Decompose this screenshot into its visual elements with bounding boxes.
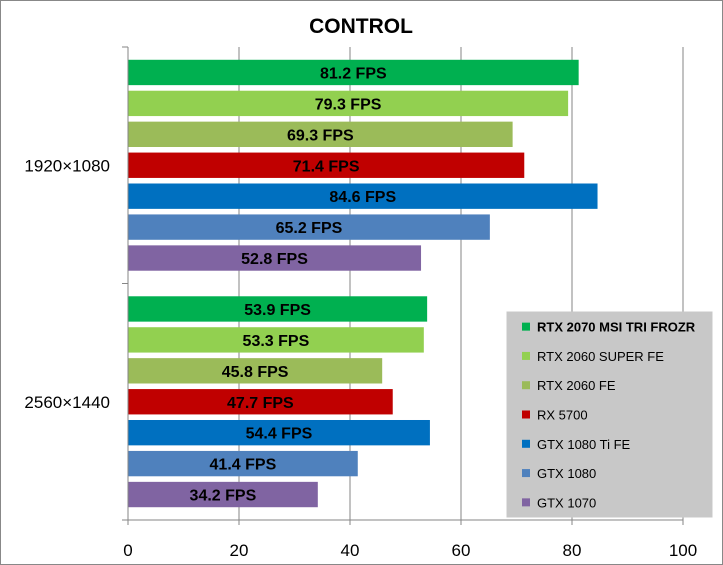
legend-swatch — [522, 381, 530, 390]
data-label: 41.4 FPS — [210, 457, 277, 474]
bar — [128, 183, 598, 209]
legend-label: RTX 2070 MSI TRI FROZR — [537, 320, 696, 335]
data-label: 71.4 FPS — [293, 158, 360, 175]
bar — [128, 121, 513, 148]
legend-swatch — [522, 469, 530, 478]
x-tick-label: 20 — [230, 541, 249, 560]
legend-swatch — [522, 351, 530, 360]
axes: 0 20 40 60 80 100 1920×1080 2560×1440 — [24, 46, 697, 560]
bar — [128, 481, 318, 508]
bars: 81.2 FPS 79.3 FPS 69.3 FPS 71.4 FPS 84.6 FPS… — [128, 59, 598, 508]
data-label: 47.7 FPS — [227, 395, 294, 412]
bar — [128, 296, 428, 322]
data-label: 84.6 FPS — [329, 189, 396, 206]
data-label: 53.3 FPS — [243, 333, 310, 350]
bar — [128, 389, 393, 415]
bar — [128, 90, 569, 117]
chart-title: CONTROL — [309, 15, 413, 38]
bar — [128, 419, 430, 446]
legend-label: RTX 2060 SUPER FE — [537, 349, 664, 364]
x-tick-label: 0 — [123, 541, 132, 560]
y-category-label: 1920×1080 — [24, 156, 110, 175]
legend-label: RTX 2060 FE — [537, 378, 616, 393]
legend-label: RX 5700 — [537, 408, 588, 423]
data-label: 79.3 FPS — [315, 96, 382, 113]
data-label: 69.3 FPS — [287, 127, 354, 144]
legend-swatch — [522, 322, 530, 331]
bar — [128, 152, 525, 178]
legend-swatch — [522, 498, 530, 507]
bar — [128, 245, 422, 271]
legend-swatch — [522, 410, 530, 419]
x-tick-label: 40 — [341, 541, 360, 560]
x-tick-label: 80 — [563, 541, 582, 560]
data-label: 52.8 FPS — [241, 251, 308, 268]
y-category-label: 2560×1440 — [24, 393, 110, 412]
data-label: 53.9 FPS — [244, 302, 311, 319]
legend-swatch — [522, 439, 530, 448]
bar — [128, 327, 424, 353]
bar — [128, 214, 490, 240]
legend-label: GTX 1080 Ti FE — [537, 437, 631, 452]
data-label: 65.2 FPS — [276, 220, 343, 237]
data-label: 34.2 FPS — [190, 488, 257, 505]
data-label: 45.8 FPS — [222, 364, 289, 381]
legend-label: GTX 1080 — [537, 466, 596, 481]
x-tick-label: 60 — [452, 541, 471, 560]
bar — [128, 358, 383, 384]
data-label: 81.2 FPS — [320, 65, 387, 82]
data-label: 54.4 FPS — [246, 426, 313, 443]
bar — [128, 450, 358, 477]
legend: RTX 2070 MSI TRI FROZR RTX 2060 SUPER FE R… — [506, 311, 713, 518]
bar — [128, 59, 579, 86]
legend-label: GTX 1070 — [537, 495, 596, 510]
legend-box — [506, 311, 713, 518]
x-tick-label: 100 — [669, 541, 697, 560]
